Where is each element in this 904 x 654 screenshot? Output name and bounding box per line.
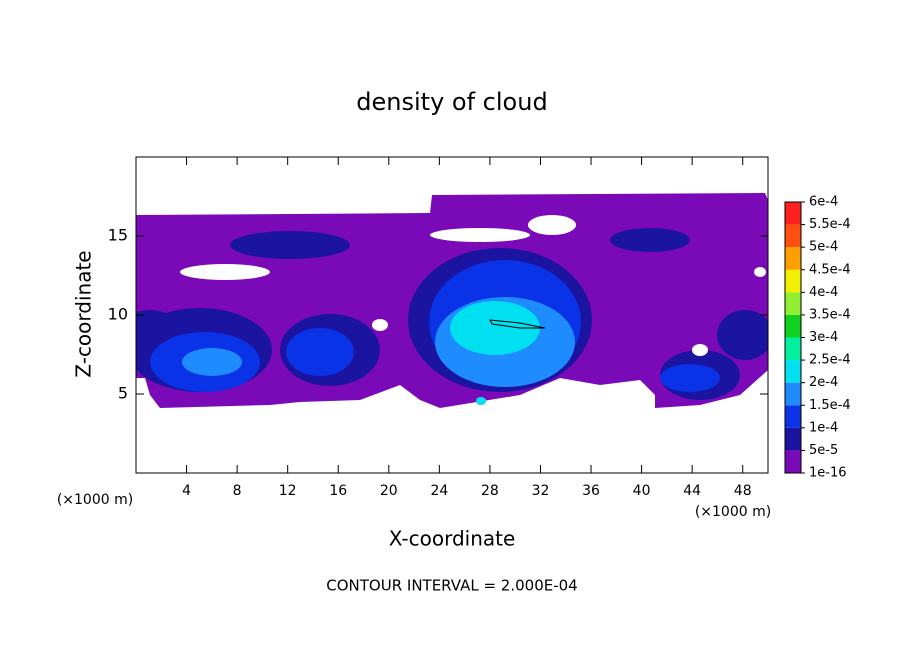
- colorbar-label: 5.5e-4: [809, 217, 851, 232]
- x-unit-label: (×1000 m): [695, 504, 771, 520]
- footer-note: CONTOUR INTERVAL = 2.000E-04: [326, 577, 577, 595]
- x-tick-label: 24: [430, 483, 448, 499]
- y-tick-label: 10: [108, 305, 128, 324]
- colorbar-band: [785, 360, 801, 383]
- x-tick-label: 8: [233, 483, 242, 499]
- x-tick-label: 16: [329, 483, 347, 499]
- contour-fill: [450, 301, 540, 355]
- contour-fill: [230, 231, 350, 259]
- contour-fill: [476, 397, 486, 405]
- colorbar-label: 3.5e-4: [809, 307, 851, 322]
- colorbar-band: [785, 202, 801, 225]
- colorbar-label: 1e-16: [809, 466, 847, 481]
- chart-title: density of cloud: [356, 88, 547, 116]
- colorbar-band: [785, 247, 801, 270]
- colorbar-label: 2.5e-4: [809, 353, 851, 368]
- x-tick-label: 36: [582, 483, 600, 499]
- y-tick-label: 15: [108, 226, 128, 245]
- contour-fill: [182, 348, 242, 376]
- x-unit-label: (×1000 m): [57, 492, 133, 508]
- colorbar-label: 2e-4: [809, 375, 838, 390]
- colorbar-label: 1.5e-4: [809, 398, 851, 413]
- x-tick-label: 44: [683, 483, 701, 499]
- x-tick-label: 20: [380, 483, 398, 499]
- colorbar-band: [785, 427, 801, 451]
- colorbar-band: [785, 269, 801, 293]
- contour-fill: [717, 310, 768, 360]
- colorbar-band: [785, 450, 801, 473]
- y-tick-label: 5: [118, 384, 128, 403]
- contour-fill: [660, 364, 720, 392]
- x-tick-label: 32: [532, 483, 550, 499]
- colorbar-band: [785, 382, 801, 406]
- colorbar-label: 4e-4: [809, 285, 838, 300]
- x-tick-label: 4: [182, 483, 191, 499]
- contour-fill: [286, 328, 354, 376]
- colorbar-band: [785, 224, 801, 248]
- colorbar-band: [785, 314, 801, 338]
- x-tick-label: 48: [734, 483, 752, 499]
- contour-line: [489, 319, 546, 329]
- colorbar-label: 1e-4: [809, 420, 838, 435]
- no-data: [180, 215, 766, 356]
- x-tick-label: 40: [633, 483, 651, 499]
- contour-field: [136, 193, 768, 408]
- contour-fill: [610, 228, 690, 252]
- colorbar-label: 5e-4: [809, 240, 838, 255]
- colorbar-band: [785, 337, 801, 361]
- colorbar-band: [785, 405, 801, 428]
- colorbar-label: 4.5e-4: [809, 262, 851, 277]
- colorbar-label: 3e-4: [809, 330, 838, 345]
- x-axis-title: X-coordinate: [389, 527, 516, 551]
- colorbar-band: [785, 292, 801, 315]
- x-tick-label: 28: [481, 483, 499, 499]
- colorbar-label: 5e-5: [809, 443, 838, 458]
- colorbar-label: 6e-4: [809, 195, 838, 210]
- y-axis-title: Z-coordinate: [72, 250, 96, 377]
- x-tick-label: 12: [279, 483, 297, 499]
